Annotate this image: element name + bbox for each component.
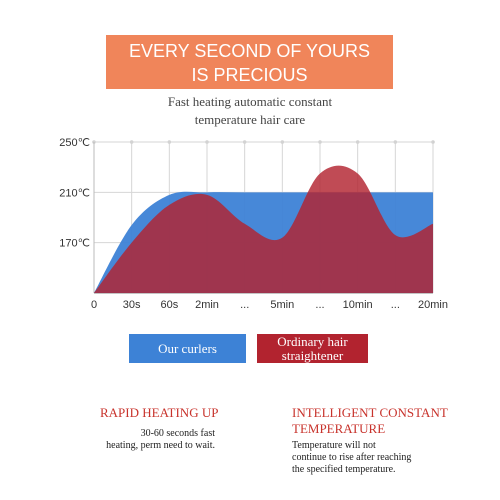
y-tick-label: 250℃ xyxy=(59,137,90,149)
x-tick-label: 10min xyxy=(343,299,373,311)
feature-text-constant-line-2: continue to rise after reaching xyxy=(292,452,412,463)
x-tick-label: ... xyxy=(315,299,324,311)
y-tick-label: 170℃ xyxy=(59,238,90,250)
subtitle-line-2: temperature hair care xyxy=(194,112,306,127)
x-tick-label: 60s xyxy=(160,299,178,311)
x-tick-label: 30s xyxy=(123,299,141,311)
x-tick-label: ... xyxy=(391,299,400,311)
x-tick-label: 5min xyxy=(270,299,294,311)
feature-title-constant-line-1: INTELLIGENT CONSTANT xyxy=(292,405,448,420)
x-tick-label: ... xyxy=(240,299,249,311)
feature-title-rapid-heating: RAPID HEATING UP xyxy=(100,405,219,420)
feature-title-constant-line-2: TEMPERATURE xyxy=(292,421,386,436)
series-area-ordinary-straightener xyxy=(94,165,433,293)
temperature-chart: 250℃ 210℃ 170℃ 0 30s 60s 2min... 5min... 10min..… xyxy=(59,137,448,311)
feature-text-constant-line-1: Temperature will not xyxy=(292,440,376,451)
feature-text-rapid-line-2: heating, perm need to wait. xyxy=(106,440,215,451)
headline-banner: EVERY SECOND OF YOURS IS PRECIOUS xyxy=(106,35,393,89)
legend-label-our-curlers: Our curlers xyxy=(158,340,217,356)
subtitle: Fast heating automatic constant temperat… xyxy=(100,93,400,129)
y-tick-label: 210℃ xyxy=(59,187,90,199)
legend-label-ordinary-line-2: straightener xyxy=(281,347,344,363)
feature-text-constant-line-3: the specified temperature. xyxy=(292,464,396,475)
legend-ordinary-straightener: Ordinary hair straightener xyxy=(257,334,368,363)
feature-title-constant-temperature: INTELLIGENT CONSTANT TEMPERATURE xyxy=(292,405,448,437)
x-tick-label: 20min xyxy=(418,299,448,311)
legend-our-curlers: Our curlers xyxy=(129,334,246,363)
x-tick-label: 2min xyxy=(195,299,219,311)
feature-text-rapid-heating: 30-60 seconds fast heating, perm need to… xyxy=(100,428,215,452)
headline-line-1: EVERY SECOND OF YOURS xyxy=(128,41,371,61)
feature-text-constant-temperature: Temperature will not continue to rise af… xyxy=(292,440,411,476)
feature-text-rapid-line-1: 30-60 seconds fast xyxy=(140,428,215,439)
legend-label-ordinary-line-1: Ordinary hair xyxy=(277,333,348,349)
subtitle-line-1: Fast heating automatic constant xyxy=(167,94,333,109)
x-tick-label: 0 xyxy=(91,299,97,311)
headline-line-2: IS PRECIOUS xyxy=(191,65,308,85)
